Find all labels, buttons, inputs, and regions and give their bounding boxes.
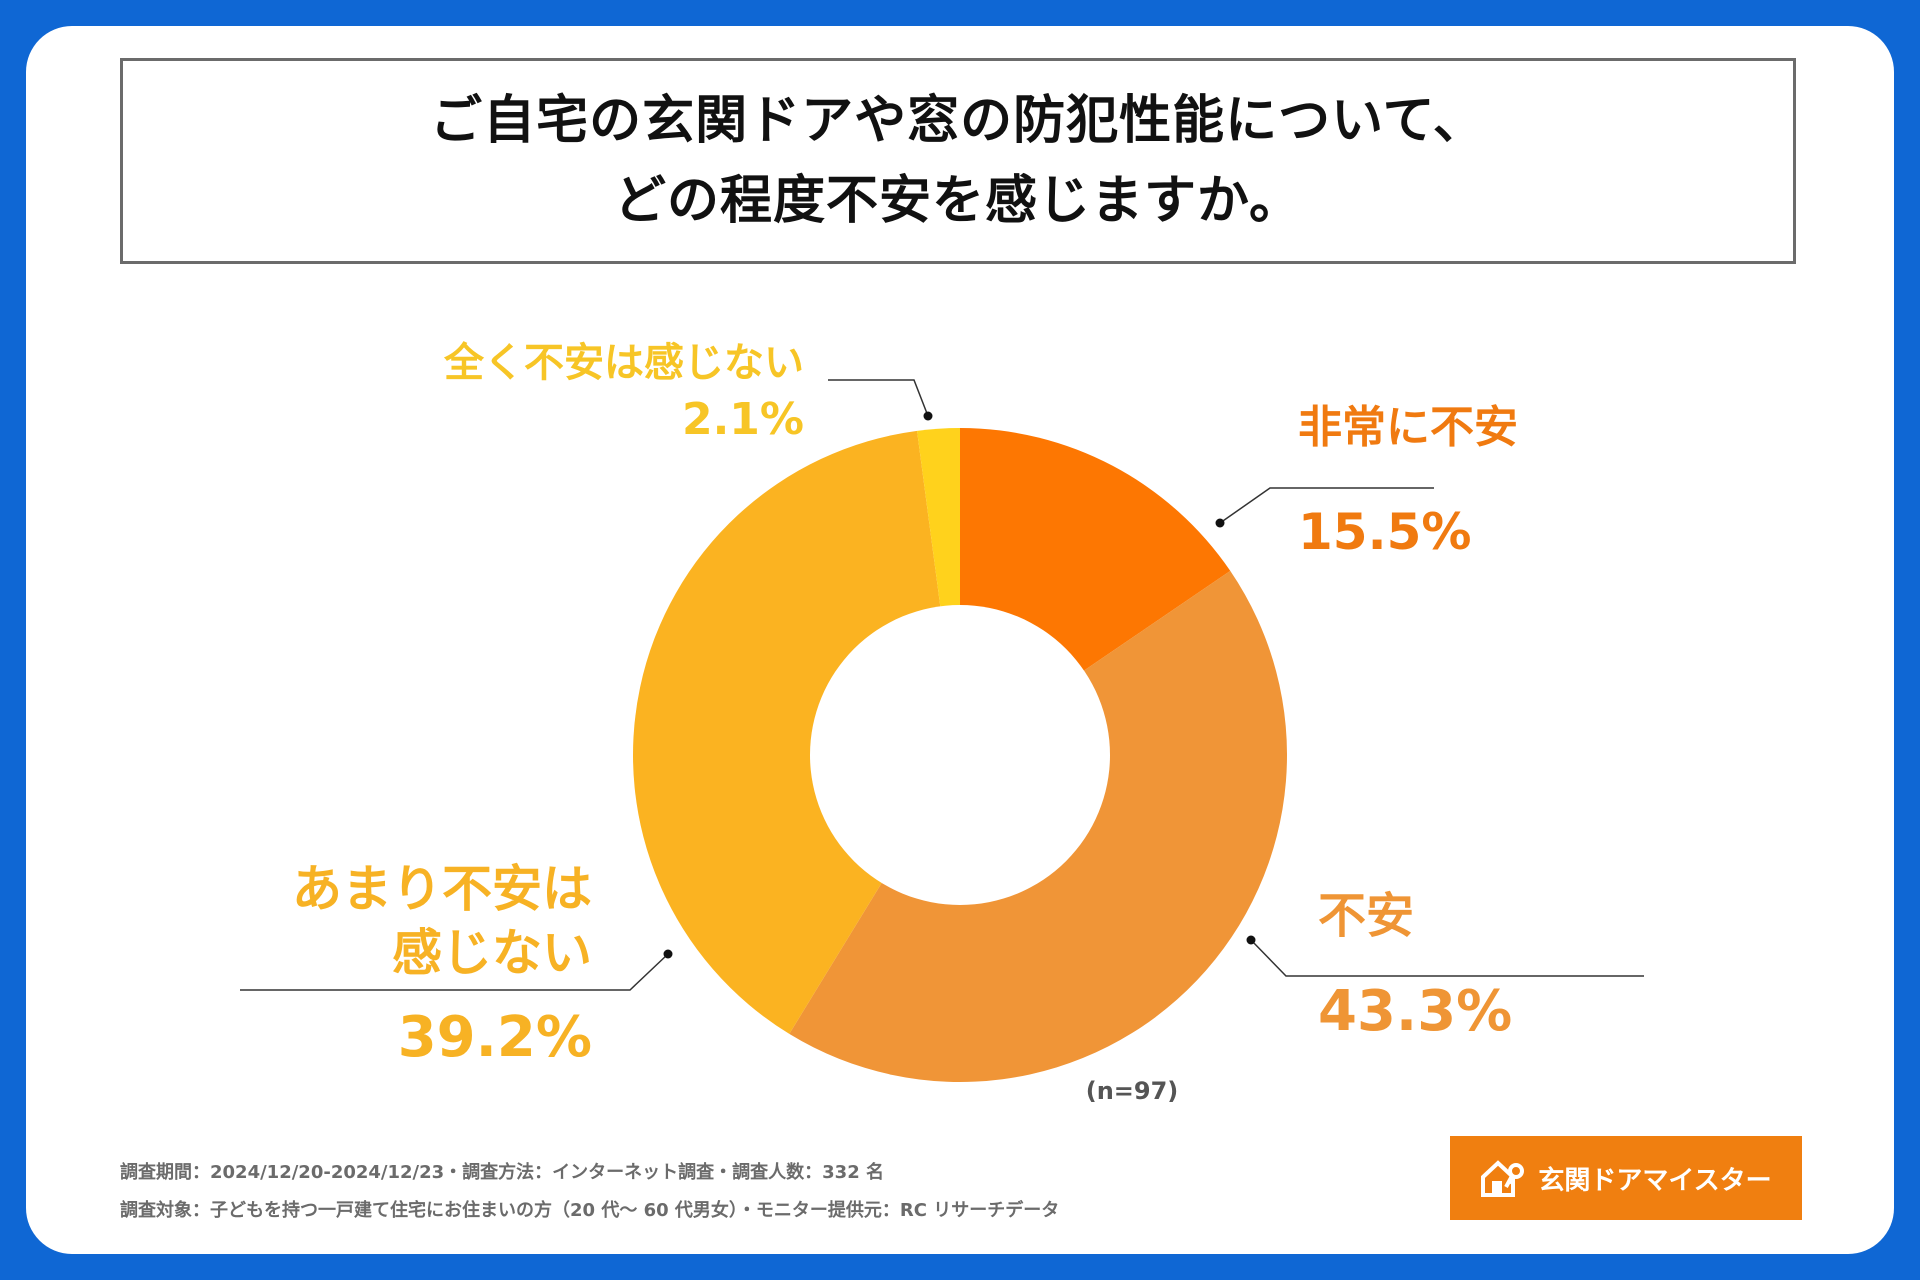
- card: ご自宅の玄関ドアや窓の防犯性能について、 どの程度不安を感じますか。 非常に不安…: [26, 26, 1894, 1254]
- sample-size: (n=97): [1086, 1077, 1179, 1105]
- survey-footer: 調査期間：2024/12/20-2024/12/23・調査方法：インターネット調…: [120, 1154, 1059, 1230]
- slice-value-4: 2.1%: [682, 394, 804, 445]
- survey-target: 調査対象：子どもを持つ一戸建て住宅にお住まいの方（20 代～ 60 代男女）・モ…: [120, 1200, 1060, 1221]
- leader-line-3: [240, 953, 669, 991]
- slice-label-1: 非常に不安: [1298, 402, 1518, 453]
- leader-dot-2: [1246, 935, 1256, 945]
- slice-label-3: 感じない: [392, 924, 592, 982]
- leader-dot-4: [923, 411, 933, 421]
- brand-name: 玄関ドアマイスター: [1538, 1165, 1772, 1196]
- leader-dot-1: [1215, 518, 1225, 528]
- leader-dot-3: [663, 949, 673, 959]
- slice-value-3: 39.2%: [398, 1005, 592, 1070]
- house-key-icon: [1481, 1160, 1525, 1197]
- donut-hole: [810, 605, 1110, 905]
- title-line-2: どの程度不安を感じますか。: [614, 171, 1302, 231]
- slice-3: [633, 430, 960, 1034]
- leader-lines: [240, 379, 1644, 991]
- survey-period: 調査期間：2024/12/20-2024/12/23・調査方法：インターネット調…: [120, 1162, 884, 1183]
- slice-label-4: 全く不安は感じない: [443, 340, 804, 386]
- slice-label-2: 不安: [1318, 888, 1414, 944]
- brand-logo: 玄関ドアマイスター: [1450, 1136, 1802, 1220]
- leader-line-1: [1219, 487, 1434, 524]
- leader-line-4: [828, 379, 929, 417]
- leader-line-2: [1250, 939, 1644, 977]
- title-line-1: ご自宅の玄関ドアや窓の防犯性能について、: [430, 91, 1486, 151]
- slice-label-3: あまり不安は: [292, 860, 592, 918]
- slice-value-2: 43.3%: [1318, 979, 1512, 1044]
- slice-value-1: 15.5%: [1298, 503, 1471, 561]
- title-box: ご自宅の玄関ドアや窓の防犯性能について、 どの程度不安を感じますか。: [120, 58, 1796, 264]
